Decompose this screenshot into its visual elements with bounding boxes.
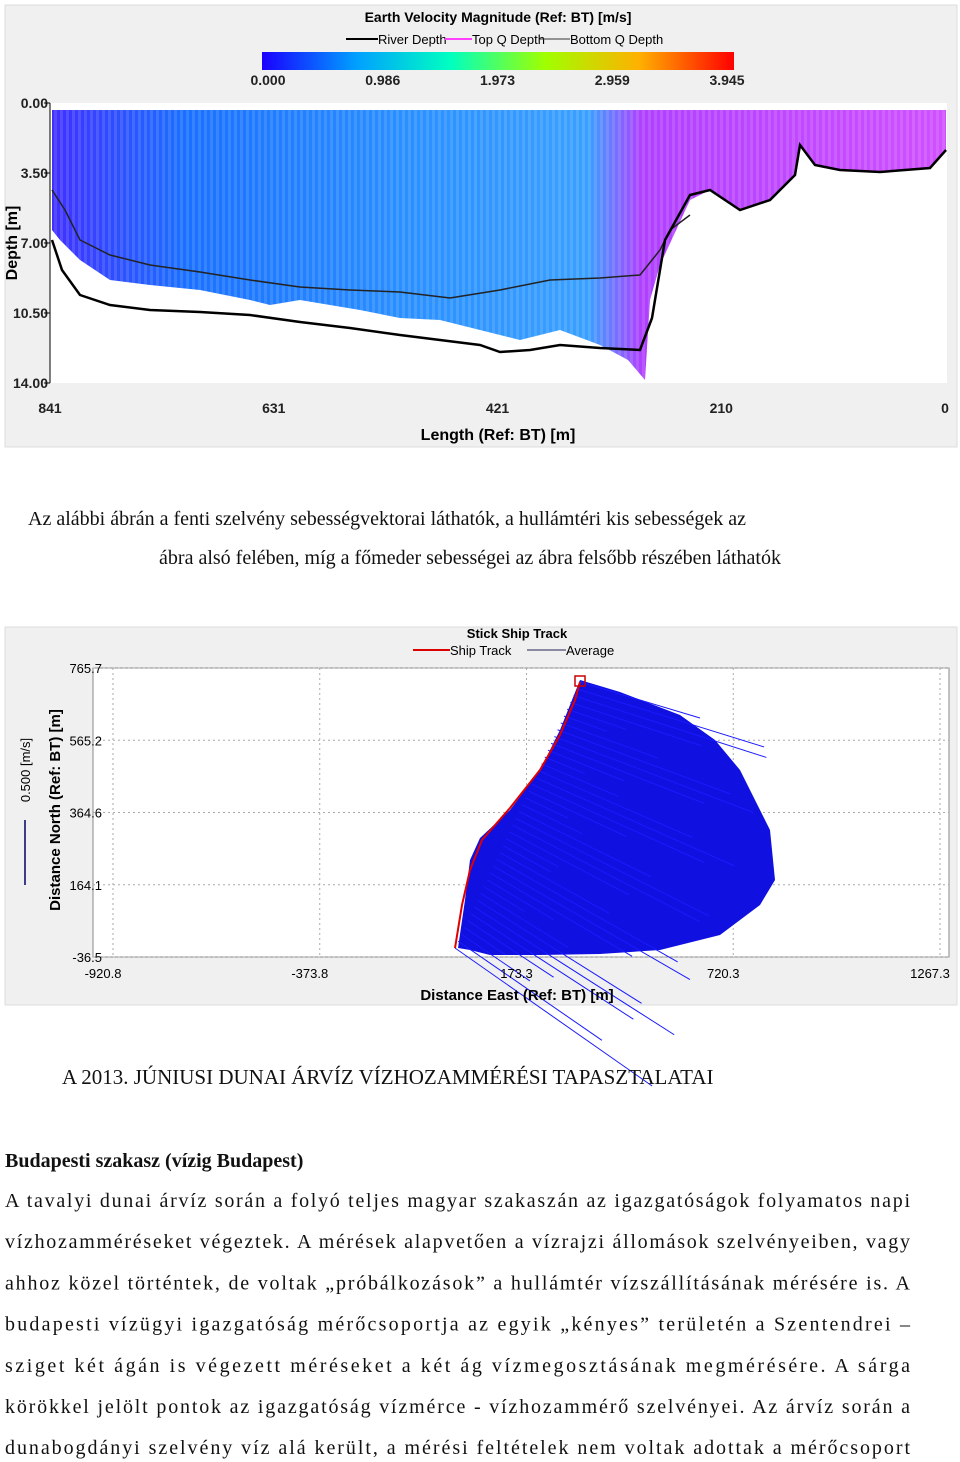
- stick: [454, 947, 653, 1087]
- y-tick-label: 765.7: [69, 661, 102, 676]
- stick: [557, 729, 731, 795]
- stick: [490, 872, 633, 957]
- stick: [570, 701, 702, 747]
- stick: [496, 858, 678, 963]
- y-tick-label: 164.1: [69, 878, 102, 893]
- y-tick-label: 0.00: [21, 95, 48, 111]
- x-tick-label: 841: [38, 400, 62, 416]
- stick: [522, 804, 583, 835]
- legend-label: River Depth: [378, 32, 447, 47]
- body-line: körökkel jelölt pontok az igazgatóság ví…: [5, 1396, 910, 1418]
- stick: [560, 722, 659, 759]
- body-line: dunabogdányi szelvény víz alá került, a …: [5, 1437, 910, 1459]
- stick: [493, 865, 691, 980]
- y-tick-label: 10.50: [13, 305, 48, 321]
- x-axis-label: Distance East (Ref: BT) [m]: [420, 987, 613, 1004]
- x-tick-label: 421: [486, 400, 510, 416]
- stick: [515, 817, 710, 917]
- stick: [502, 845, 551, 873]
- colorbar: [262, 52, 734, 70]
- x-tick-label: -373.8: [291, 966, 328, 981]
- stick: [477, 899, 642, 1004]
- figure-title: Stick Ship Track: [467, 626, 568, 641]
- stick: [544, 756, 585, 775]
- stick: [457, 940, 603, 1041]
- stick: [464, 927, 506, 956]
- stick: [547, 749, 625, 782]
- body-line: budapesti vízügyi igazgatóság mérőcsopor…: [5, 1314, 911, 1336]
- stick: [534, 777, 735, 867]
- stick: [470, 913, 634, 1020]
- body-line: sziget két ágán is végezett méréseket a …: [5, 1355, 910, 1377]
- ship-track: [454, 681, 581, 949]
- colorbar-tick: 2.959: [595, 72, 630, 88]
- colorbar-tick: 1.973: [480, 72, 515, 88]
- stick: [538, 770, 693, 838]
- body-line: vízhozamméréseket végeztek. A mérések al…: [5, 1231, 910, 1253]
- body-line: A tavalyi dunai árvíz során a folyó telj…: [5, 1190, 910, 1212]
- stick: [499, 852, 610, 914]
- stick: [525, 797, 569, 819]
- caption-line: ábra alsó felében, míg a főmeder sebessé…: [159, 547, 781, 569]
- velocity-texture: [52, 110, 946, 380]
- legend-label: Top Q Depth: [472, 32, 545, 47]
- stick: [480, 893, 569, 949]
- x-tick-label: 1267.3: [910, 966, 950, 981]
- y-axis-label: Depth [m]: [4, 206, 21, 281]
- y-tick-label: 7.00: [21, 235, 48, 251]
- colorbar-tick: 0.000: [250, 72, 285, 88]
- stick: [541, 763, 619, 797]
- stick: [531, 783, 705, 863]
- legend-label: Average: [566, 643, 614, 658]
- x-axis-label: Length (Ref: BT) [m]: [421, 427, 576, 444]
- x-tick-label: 0: [941, 400, 949, 416]
- stick: [528, 790, 626, 837]
- stick: [576, 688, 765, 748]
- bottom-q-depth: [51, 189, 691, 299]
- y-tick-label: -36.5: [72, 950, 102, 965]
- y-tick-label: 3.50: [21, 165, 48, 181]
- stick: [483, 886, 526, 912]
- x-tick-label: 631: [262, 400, 286, 416]
- stick: [518, 811, 652, 878]
- track-start: [574, 675, 586, 687]
- stick: [461, 933, 531, 982]
- stick: [473, 906, 675, 1036]
- y-axis-label: Distance North (Ref: BT) [m]: [47, 709, 64, 911]
- colorbar-tick: 3.945: [709, 72, 744, 88]
- stick: [509, 831, 630, 896]
- y-tick-label: 364.6: [69, 806, 102, 821]
- legend-label: Bottom Q Depth: [570, 32, 663, 47]
- heading: A 2013. JÚNIUSI DUNAI ÁRVÍZ VÍZHOZAMMÉRÉ…: [62, 1065, 713, 1089]
- stick: [486, 879, 555, 921]
- river-depth: [50, 141, 947, 354]
- caption-line: Az alábbi ábrán a fenti szelvény sebessé…: [28, 508, 746, 530]
- body-line: ahhoz közel történtek, de voltak „próbál…: [5, 1272, 911, 1294]
- legend-label: Ship Track: [450, 643, 512, 658]
- stick: [506, 838, 559, 868]
- colorbar-tick: 0.986: [365, 72, 400, 88]
- stick: [550, 742, 705, 804]
- y-tick-label: 14.00: [13, 375, 48, 391]
- stick: [467, 920, 554, 978]
- figure-title: Earth Velocity Magnitude (Ref: BT) [m/s]: [365, 9, 632, 25]
- stick: [573, 695, 767, 758]
- stick: [579, 681, 701, 719]
- x-tick-label: 210: [710, 400, 734, 416]
- stick: [512, 824, 700, 923]
- stick: [554, 736, 754, 814]
- stick: [567, 708, 627, 731]
- x-tick-label: 173.3: [500, 966, 533, 981]
- scale-label: 0.500 [m/s]: [18, 738, 33, 802]
- x-tick-label: -920.8: [85, 966, 122, 981]
- y-tick-label: 565.2: [69, 733, 102, 748]
- velocity-sticks: [458, 680, 775, 955]
- x-tick-label: 720.3: [707, 966, 740, 981]
- legend: River Depth Top Q Depth Bottom Q Depth: [346, 32, 663, 47]
- stick: [563, 715, 608, 732]
- subheading: Budapesti szakasz (vízig Budapest): [5, 1150, 303, 1172]
